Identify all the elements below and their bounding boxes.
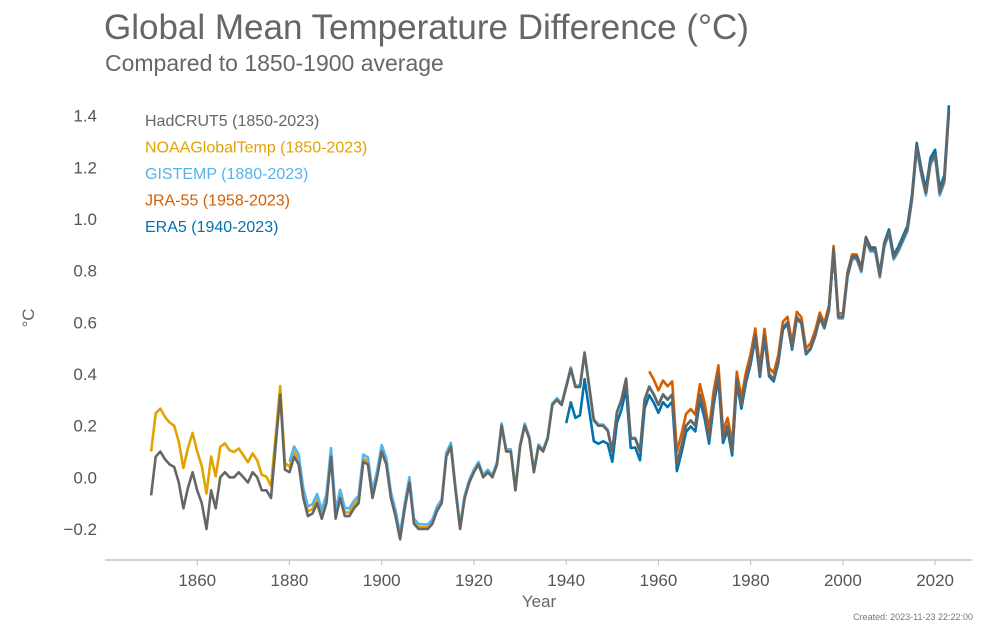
chart-subtitle: Compared to 1850-1900 average <box>105 50 444 76</box>
y-tick-label: 0.0 <box>73 468 97 487</box>
legend-entry: JRA-55 (1958-2023) <box>145 193 290 210</box>
legend-entry: ERA5 (1940-2023) <box>145 219 278 236</box>
x-tick-label: 2000 <box>824 571 862 590</box>
created-timestamp: Created: 2023-11-23 22:22:00 <box>853 612 973 622</box>
legend-entry: HadCRUT5 (1850-2023) <box>145 113 319 130</box>
x-tick-label: 1900 <box>363 571 401 590</box>
y-tick-label: 0.6 <box>73 313 97 332</box>
x-axis: 1860 1880 1900 1920 1940 1960 1980 2000 2020 <box>105 559 972 590</box>
x-tick-label: 1920 <box>455 571 493 590</box>
chart-title: Global Mean Temperature Difference (°C) <box>104 8 749 47</box>
y-tick-labels: −0.2 0.0 0.2 0.4 0.6 0.8 1.0 1.2 1.4 <box>63 107 97 539</box>
x-tick-label: 1960 <box>639 571 677 590</box>
x-tick-label: 1880 <box>271 571 309 590</box>
series-line-4 <box>564 105 951 473</box>
series-line-0 <box>149 110 951 541</box>
y-tick-label: 0.8 <box>73 262 97 281</box>
x-axis-label: Year <box>522 592 557 611</box>
x-tick-label: 1940 <box>547 571 585 590</box>
y-axis-label: °C <box>19 308 38 327</box>
y-tick-label: 0.2 <box>73 417 97 436</box>
x-tick-label: 1860 <box>178 571 216 590</box>
series-line-3 <box>648 110 951 454</box>
y-tick-label: 0.4 <box>73 365 97 384</box>
y-tick-label: −0.2 <box>63 520 97 539</box>
x-tick-label: 2020 <box>916 571 954 590</box>
legend-entry: GISTEMP (1880-2023) <box>145 166 308 183</box>
y-tick-label: 1.0 <box>73 210 97 229</box>
legend-entry: NOAAGlobalTemp (1850-2023) <box>145 140 367 157</box>
y-tick-label: 1.4 <box>73 107 97 126</box>
y-tick-label: 1.2 <box>73 158 97 177</box>
x-tick-label: 1980 <box>732 571 770 590</box>
legend: HadCRUT5 (1850-2023) NOAAGlobalTemp (1850… <box>145 113 367 236</box>
series-lines <box>149 105 951 541</box>
